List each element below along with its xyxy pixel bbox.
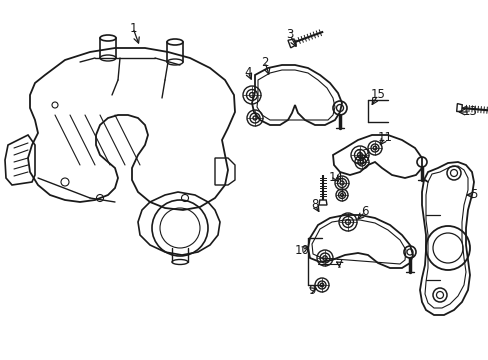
Text: 2: 2 — [261, 55, 268, 68]
Text: 15: 15 — [370, 89, 385, 102]
Text: 14: 14 — [328, 171, 343, 184]
Text: 5: 5 — [469, 189, 477, 202]
Text: 12: 12 — [355, 148, 370, 162]
Text: 7: 7 — [336, 257, 343, 270]
Text: 13: 13 — [462, 105, 476, 118]
Text: 1: 1 — [129, 22, 137, 35]
Text: 4: 4 — [244, 66, 251, 78]
Text: 6: 6 — [361, 206, 368, 219]
Text: 11: 11 — [377, 131, 392, 144]
Text: 8: 8 — [311, 198, 318, 211]
Text: 9: 9 — [307, 284, 315, 297]
Text: 3: 3 — [286, 28, 293, 41]
Text: 10: 10 — [294, 243, 309, 256]
